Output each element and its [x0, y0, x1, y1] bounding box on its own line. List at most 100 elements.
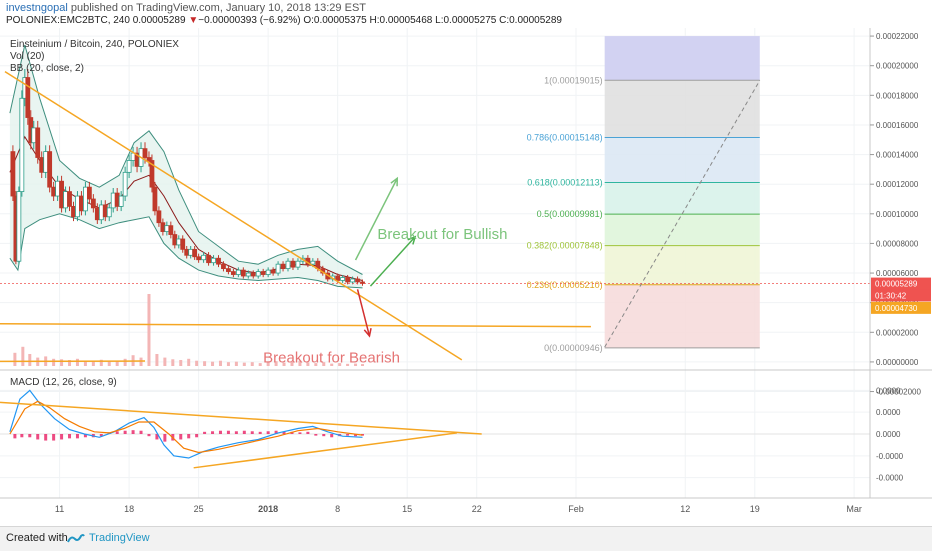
candle-body	[351, 279, 355, 282]
candle-body	[91, 199, 95, 208]
candle-body	[111, 193, 115, 208]
candle-body	[40, 158, 44, 173]
candle-body	[161, 223, 165, 232]
candle-body	[197, 257, 201, 260]
macd-histogram-bar	[20, 434, 23, 437]
time-tick-label: 25	[194, 504, 204, 514]
candle-body	[157, 211, 161, 223]
volume-bar	[76, 359, 79, 366]
macd-histogram-bar	[179, 434, 182, 439]
candle-body	[32, 128, 36, 143]
bb-indicator-label: BB (20, close, 2)	[10, 63, 84, 74]
macd-histogram-bar	[219, 431, 222, 434]
candle-body	[246, 273, 250, 276]
candle-body	[256, 272, 260, 276]
price-tick-label: 0.00020000	[876, 62, 919, 71]
candle-body	[60, 181, 64, 208]
time-tick-label: 22	[472, 504, 482, 514]
volume-bar	[227, 362, 230, 366]
macd-tick-label: -0.0000	[876, 452, 904, 461]
annotation-text[interactable]: Breakout for Bearish	[263, 349, 400, 366]
candle-body	[226, 269, 230, 272]
volume-bar	[163, 358, 166, 366]
macd-histogram-bar	[298, 432, 301, 434]
macd-histogram-bar	[116, 431, 119, 434]
candle-body	[212, 258, 216, 262]
time-tick-label: 8	[335, 504, 340, 514]
candle-body	[36, 128, 40, 158]
candle-body	[181, 239, 185, 249]
created-with-label: Created with	[6, 532, 68, 544]
macd-indicator-label: MACD (12, 26, close, 9)	[10, 377, 117, 388]
candle-body	[107, 208, 111, 217]
macd-histogram-bar	[195, 434, 198, 437]
candle-body	[87, 187, 91, 199]
author-link[interactable]: investngopal	[6, 2, 68, 14]
macd-histogram-bar	[251, 431, 254, 434]
volume-bar	[243, 363, 246, 366]
fib-zone	[605, 285, 760, 348]
candle-body	[52, 187, 56, 196]
candle-body	[99, 205, 103, 220]
fib-zone	[605, 80, 760, 137]
chart-area[interactable]: 1(0.00019015)0.786(0.00015148)0.618(0.00…	[0, 28, 932, 526]
candle-body	[236, 270, 240, 274]
price-badge-label: 01:30:42	[875, 291, 907, 300]
fib-level-label: 0(0.00000946)	[544, 343, 603, 353]
macd-histogram-bar	[322, 434, 325, 436]
open-label: O:	[303, 15, 314, 26]
candle-body	[169, 226, 173, 235]
time-tick-label: 2018	[258, 504, 278, 514]
candle-body	[26, 78, 30, 118]
candle-body	[266, 270, 270, 274]
candle-body	[165, 226, 169, 232]
candle-body	[271, 270, 275, 273]
price-tick-label: 0.00022000	[876, 32, 919, 41]
chart-background	[0, 28, 932, 526]
candle-body	[103, 205, 107, 217]
candle-body	[185, 249, 189, 255]
publish-line: investngopal published on TradingView.co…	[6, 2, 366, 14]
annotation-text[interactable]: Breakout for Bullish	[377, 226, 507, 243]
price-tick-label: 0.00016000	[876, 121, 919, 130]
candle-body	[147, 158, 151, 161]
symbol-name: POLONIEX:EMC2BTC, 240	[6, 15, 130, 26]
time-tick-label: 15	[402, 504, 412, 514]
volume-bar	[259, 363, 262, 366]
macd-histogram-bar	[52, 434, 55, 441]
candle-body	[207, 255, 211, 262]
price-badge-label: 0.00004730	[875, 304, 918, 313]
chart-title: Einsteinium / Bitcoin, 240, POLONIEX	[10, 39, 179, 50]
macd-histogram-bar	[211, 431, 214, 434]
fib-zone	[605, 246, 760, 285]
volume-bar	[140, 358, 143, 366]
candle-body	[79, 196, 83, 211]
macd-histogram-bar	[76, 434, 79, 438]
footer-bar: Created with TradingView	[0, 526, 932, 551]
volume-bar	[235, 362, 238, 366]
tradingview-brand-link[interactable]: TradingView	[89, 532, 150, 544]
candle-body	[68, 192, 72, 207]
candle-body	[48, 152, 52, 188]
candle-body	[115, 193, 119, 206]
candle-body	[173, 235, 177, 245]
last-price: 0.00005289	[133, 15, 186, 26]
volume-indicator-label: Vol (20)	[10, 51, 44, 62]
down-arrow-icon: ▼	[188, 15, 198, 26]
candle-body	[286, 261, 290, 268]
volume-bar	[92, 361, 95, 366]
volume-bar	[203, 361, 206, 366]
candle-body	[346, 278, 350, 282]
candle-body	[241, 270, 245, 276]
fib-level-label: 1(0.00019015)	[544, 75, 603, 85]
macd-histogram-bar	[243, 431, 246, 434]
macd-histogram-bar	[44, 434, 47, 441]
candle-body	[123, 172, 127, 196]
candle-body	[311, 261, 315, 264]
macd-tick-label: -0.0000	[876, 474, 904, 483]
candle-body	[189, 249, 193, 255]
price-tick-label: 0.00010000	[876, 210, 919, 219]
volume-bar	[13, 353, 16, 366]
price-change: −0.00000393 (−6.92%)	[198, 15, 300, 26]
macd-histogram-bar	[60, 434, 63, 439]
